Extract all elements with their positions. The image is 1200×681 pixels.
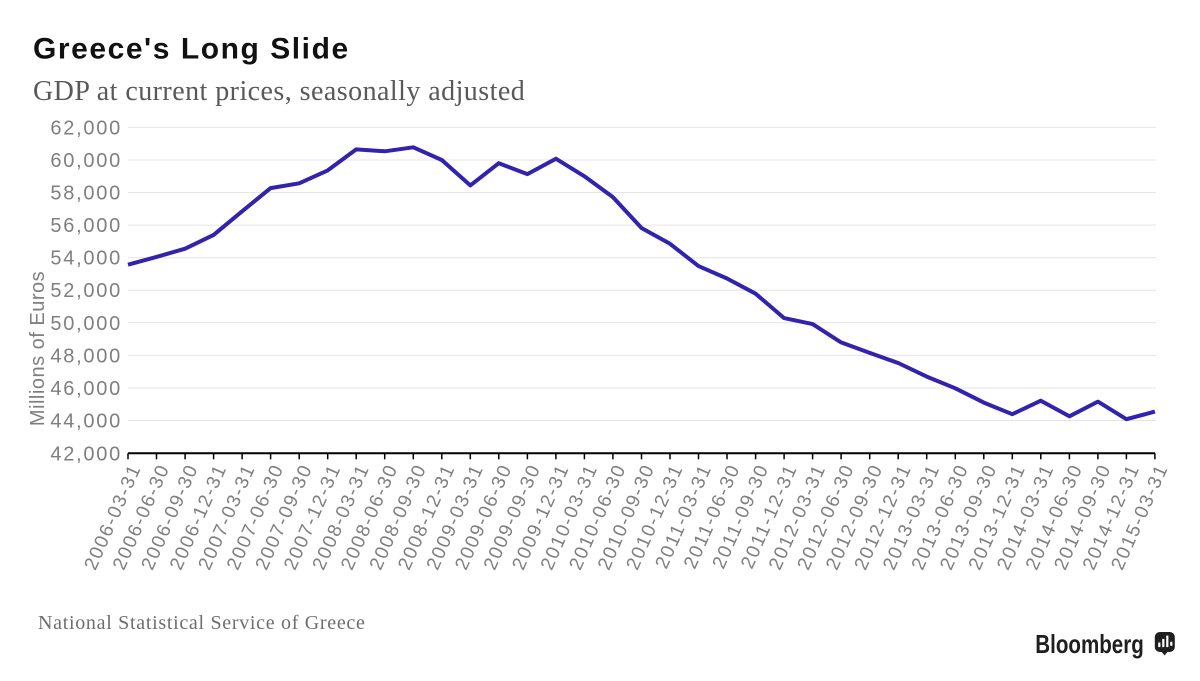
svg-text:Greece's Long Slide: Greece's Long Slide [33, 33, 350, 66]
svg-text:42,000: 42,000 [50, 443, 122, 465]
svg-text:GDP at current prices, seasona: GDP at current prices, seasonally adjust… [33, 76, 525, 107]
svg-text:48,000: 48,000 [50, 345, 122, 367]
svg-text:Millions of Euros: Millions of Euros [27, 271, 49, 426]
svg-text:44,000: 44,000 [50, 411, 122, 433]
svg-text:Bloomberg: Bloomberg [1035, 629, 1144, 659]
svg-text:54,000: 54,000 [50, 248, 122, 270]
svg-text:62,000: 62,000 [50, 117, 122, 139]
svg-text:50,000: 50,000 [50, 313, 122, 335]
svg-text:52,000: 52,000 [50, 280, 122, 302]
svg-text:National Statistical Service o: National Statistical Service of Greece [38, 612, 366, 634]
svg-text:60,000: 60,000 [50, 150, 122, 172]
svg-text:56,000: 56,000 [50, 215, 122, 237]
svg-text:46,000: 46,000 [50, 378, 122, 400]
svg-text:58,000: 58,000 [50, 183, 122, 205]
